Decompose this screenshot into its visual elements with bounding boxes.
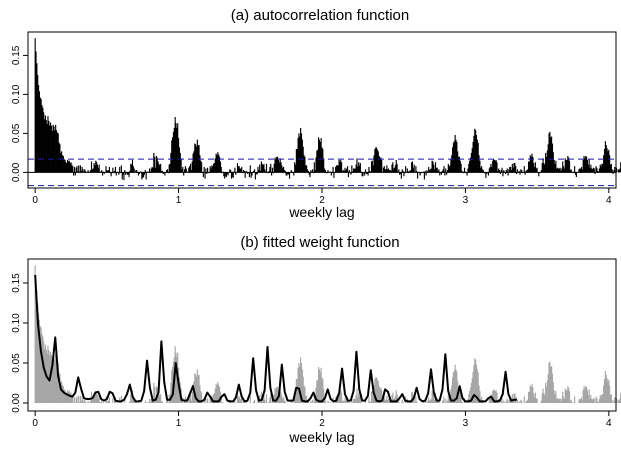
panel-b-y-tick-label: 0.15: [11, 273, 22, 293]
panel-a-x-ticks: 0 1 2 3 4: [32, 188, 612, 206]
panel-b-x-tick-label: 3: [463, 418, 469, 429]
panel-a-y-tick-label: 0.05: [11, 123, 22, 143]
panel-a-x-tick-label: 0: [32, 195, 38, 206]
panel-a-x-tick-label: 1: [176, 195, 182, 206]
panel-a-y-tick-label: 0.15: [11, 45, 22, 65]
panel-a-title: (a) autocorrelation function: [231, 7, 409, 24]
panel-b-x-tick-label: 0: [32, 418, 38, 429]
panel-b-x-ticks: 0 1 2 3 4: [32, 411, 612, 429]
panel-a-x-label: weekly lag: [288, 204, 354, 220]
panel-b-fitted-line: [34, 274, 518, 403]
panel-a-x-tick-label: 2: [319, 195, 325, 206]
panel-b-y-tick-label: 0.10: [11, 313, 22, 333]
panel-a-y-tick-label: 0.00: [11, 162, 22, 182]
panel-b-y-tick-label: 0.00: [11, 393, 22, 413]
panel-a-plot: [28, 38, 621, 187]
panel-b-x-tick-label: 1: [176, 418, 182, 429]
panel-b-x-tick-label: 2: [319, 418, 325, 429]
panel-b-y-tick-label: 0.05: [11, 353, 22, 373]
panel-a-x-tick-label: 3: [463, 195, 469, 206]
panel-b-title: (b) fitted weight function: [240, 234, 399, 251]
panel-b-x-tick-label: 4: [606, 418, 612, 429]
panel-b-plot: [34, 265, 621, 403]
panel-a-y-ticks: 0.00 0.05 0.10 0.15: [11, 45, 28, 182]
panel-b-x-label: weekly lag: [288, 429, 354, 445]
panel-a-y-tick-label: 0.10: [11, 84, 22, 104]
panel-a-x-tick-label: 4: [606, 195, 612, 206]
panel-b-y-ticks: 0.00 0.05 0.10 0.15: [11, 273, 28, 413]
